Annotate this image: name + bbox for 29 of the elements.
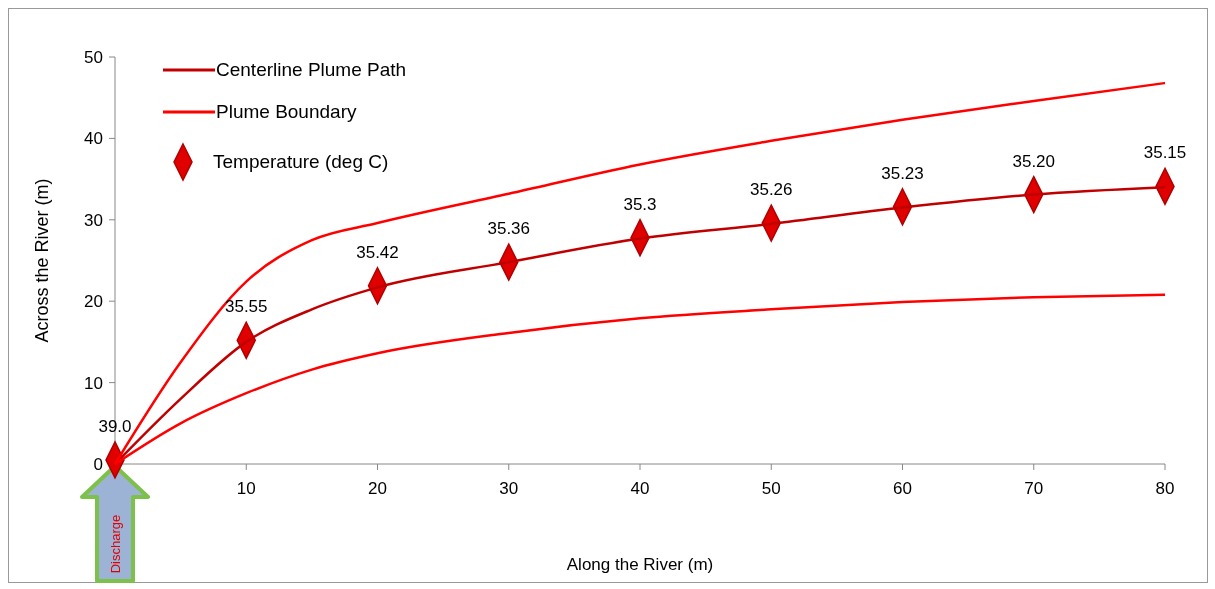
annotation: 35.3 — [623, 194, 657, 214]
y-tick-label: 50 — [84, 48, 103, 67]
x-tick-label: 10 — [236, 479, 256, 498]
x-tick-label: 20 — [368, 479, 387, 498]
text: Discharge — [108, 514, 123, 574]
annotation: 35.42 — [356, 242, 399, 262]
annotation: 35.15 — [1143, 143, 1187, 163]
x-tick-label: 30 — [499, 479, 519, 498]
annotation: 35.36 — [487, 219, 531, 239]
x-tick-label: 40 — [630, 479, 650, 498]
x-axis-title: Along the River (m) — [566, 555, 714, 574]
annotation: 35.23 — [881, 163, 924, 183]
annotation: 35.20 — [1012, 151, 1056, 171]
y-tick-label: 20 — [84, 292, 103, 312]
annotation: 39.0 — [98, 416, 132, 436]
annotation: 35.55 — [224, 297, 268, 317]
y-tick-label: 0 — [93, 455, 103, 474]
legend-label: Temperature (deg C) — [213, 151, 389, 172]
y-tick-label: 40 — [84, 129, 103, 149]
x-tick-label: 70 — [1024, 479, 1044, 498]
x-tick-label: 50 — [761, 479, 781, 498]
annotation: 35.26 — [749, 180, 793, 200]
x-tick-label: 60 — [893, 479, 912, 498]
y-tick-label: 30 — [84, 210, 103, 230]
y-axis-title: Across the River (m) — [32, 178, 52, 343]
legend-label: Plume Boundary — [216, 101, 357, 122]
legend-label: Centerline Plume Path — [216, 59, 407, 80]
x-tick-label: 80 — [1155, 479, 1175, 498]
y-tick-label: 10 — [84, 373, 103, 393]
